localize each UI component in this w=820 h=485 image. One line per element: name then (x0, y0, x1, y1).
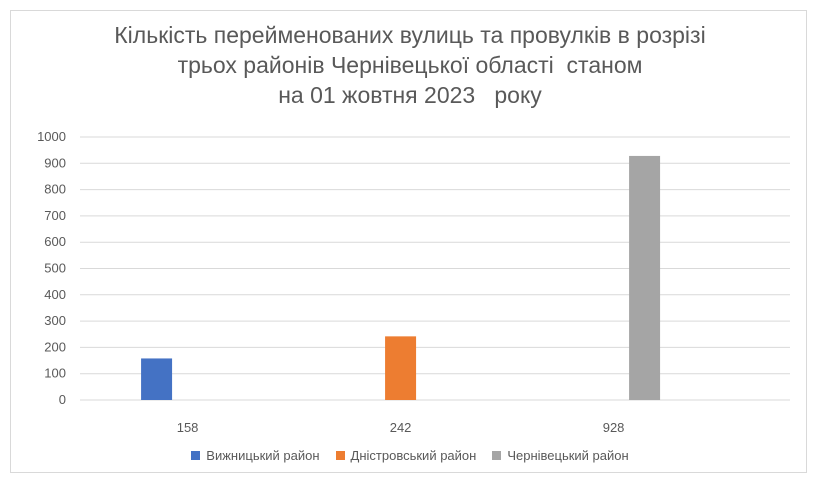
y-tick-label: 800 (44, 182, 66, 197)
legend-item: Вижницький район (191, 448, 320, 463)
legend-label: Вижницький район (206, 448, 320, 463)
legend-swatch (492, 451, 502, 460)
y-tick-label: 600 (44, 234, 66, 249)
y-tick-label: 900 (44, 155, 66, 170)
chart-title-line-1: Кількість перейменованих вулиць та прову… (114, 22, 706, 48)
chart-title-line-3: на 01 жовтня 2023 року (278, 82, 542, 108)
x-category-label: 928 (603, 420, 625, 435)
legend-item: Чернівецький район (492, 448, 629, 463)
legend-label: Чернівецький район (507, 448, 629, 463)
y-tick-label: 500 (44, 261, 66, 276)
legend-item: Дністровський район (335, 448, 477, 463)
bar-2 (385, 336, 417, 400)
y-tick-label: 400 (44, 287, 66, 302)
legend-swatch (191, 451, 201, 460)
bar-3 (629, 155, 661, 400)
y-tick-label: 200 (44, 339, 66, 354)
x-category-label: 242 (390, 420, 412, 435)
chart-title-line-2: трьох районів Чернівецької області стано… (177, 52, 643, 78)
y-tick-label: 300 (44, 313, 66, 328)
y-tick-label: 700 (44, 208, 66, 223)
bar-1 (141, 358, 173, 400)
chart-legend: Вижницький район Дністровський район Черні… (0, 448, 820, 463)
y-tick-label: 0 (59, 392, 66, 407)
y-tick-label: 1000 (37, 129, 66, 144)
chart-title: Кількість перейменованих вулиць та прову… (0, 20, 820, 110)
legend-label: Дністровський район (350, 448, 477, 463)
x-category-label: 158 (177, 420, 199, 435)
legend-swatch (335, 451, 345, 460)
y-tick-label: 100 (44, 366, 66, 381)
